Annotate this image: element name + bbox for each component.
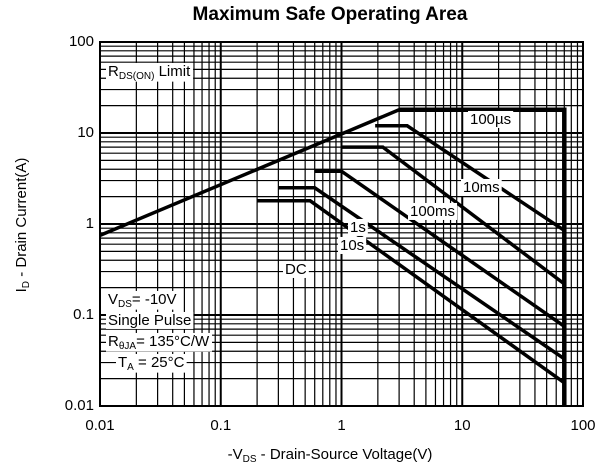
chart-title: Maximum Safe Operating Area <box>193 4 468 25</box>
y-tick-label: 0.01 <box>65 397 94 414</box>
annotation-part: DC <box>285 261 307 278</box>
annotation-part: θJA <box>119 341 137 352</box>
y-tick-label: 1 <box>86 215 94 232</box>
annotation-part: = 135°C/W <box>136 333 210 350</box>
annotation-bg <box>468 110 514 128</box>
series-line <box>257 199 566 385</box>
annotation: TA = 25°C <box>118 354 185 373</box>
x-tick-label: 1 <box>337 417 345 434</box>
annotation: RDS(ON) Limit <box>108 63 191 82</box>
y-tick-label: 10 <box>77 124 94 141</box>
x-axis-label-part: DS <box>243 454 257 465</box>
annotation-part: DS <box>118 299 132 310</box>
series-line <box>278 186 566 361</box>
annotation-bg <box>116 353 187 373</box>
annotation-part: = 25°C <box>134 354 185 371</box>
x-axis-label-part: -V <box>228 446 243 463</box>
annotation-part: 100ms <box>410 203 455 220</box>
annotation: 100µs <box>470 111 511 128</box>
series-line <box>375 124 566 232</box>
x-axis-label: -VDS - Drain-Source Voltage(V) <box>228 446 433 465</box>
annotation: RθJA= 135°C/W <box>108 333 210 352</box>
series-line <box>99 108 400 237</box>
y-tick-label: 0.1 <box>73 306 94 323</box>
annotation: DC <box>285 261 307 278</box>
annotation: 10s <box>340 237 364 254</box>
annotation-bg <box>106 290 179 310</box>
annotation-bg <box>106 62 194 82</box>
annotation-bg <box>106 332 213 352</box>
annotation-part: T <box>118 354 127 371</box>
y-axis-label: ID - Drain Current(A) <box>13 158 32 293</box>
annotation-bg <box>338 236 367 254</box>
annotation-part: 100µs <box>470 111 511 128</box>
annotation-part: DS(ON) <box>119 71 155 82</box>
annotation-part: Limit <box>154 63 191 80</box>
y-tick-label: 100 <box>69 33 94 50</box>
annotation-part: R <box>108 63 119 80</box>
x-tick-label: 0.01 <box>85 417 114 434</box>
y-axis-label-part: D <box>21 281 32 288</box>
annotation-part: = -10V <box>132 291 177 308</box>
annotation-part: R <box>108 333 119 350</box>
annotation: 10ms <box>463 179 500 196</box>
x-tick-label: 0.1 <box>210 417 231 434</box>
annotation: 100ms <box>410 203 455 220</box>
annotation-part: 10ms <box>463 179 500 196</box>
x-tick-label: 100 <box>570 417 595 434</box>
x-axis-label-part: - Drain-Source Voltage(V) <box>257 446 433 463</box>
series-line <box>399 107 567 406</box>
annotation-bg <box>348 218 368 236</box>
x-tick-label: 10 <box>454 417 471 434</box>
annotation-part: 1s <box>350 219 366 236</box>
annotation-bg <box>408 202 458 220</box>
annotation-bg <box>283 260 309 278</box>
y-axis-label-part: - Drain Current(A) <box>13 158 30 281</box>
annotation: VDS= -10V <box>108 291 177 310</box>
annotation-part: A <box>127 362 134 373</box>
annotation-part: V <box>108 291 118 308</box>
annotation-bg <box>106 311 194 329</box>
annotation-part: Single Pulse <box>108 312 191 329</box>
plot-frame <box>99 41 584 407</box>
series-line <box>314 169 566 328</box>
series-line <box>341 145 566 286</box>
annotation: Single Pulse <box>108 312 191 329</box>
y-axis-label-part: I <box>13 288 30 292</box>
annotation-bg <box>461 178 502 196</box>
annotation: 1s <box>350 219 366 236</box>
annotation-part: 10s <box>340 237 364 254</box>
